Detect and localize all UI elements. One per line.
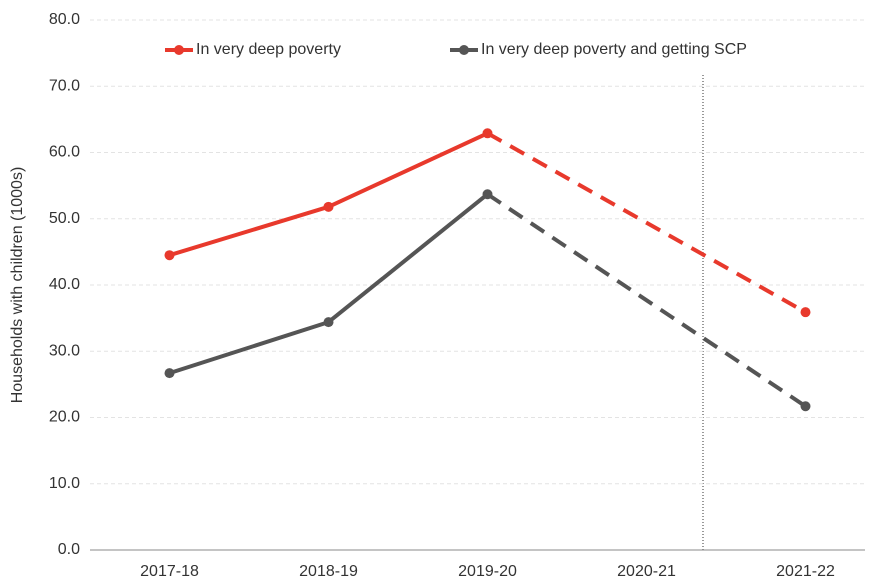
y-tick-label: 80.0 [49, 11, 80, 28]
dashed-line-segment [486, 192, 807, 408]
y-axis-label: Households with children (1000s) [9, 167, 26, 404]
y-tick-label: 50.0 [49, 210, 80, 227]
x-tick-label: 2020-21 [617, 563, 676, 580]
line-segment [168, 204, 330, 258]
legend-marker [174, 45, 184, 55]
x-tick-label: 2017-18 [140, 563, 199, 580]
y-tick-label: 10.0 [49, 475, 80, 492]
dashed-line-segment [486, 131, 807, 314]
y-tick-label: 70.0 [49, 77, 80, 94]
point [800, 307, 811, 318]
point [323, 201, 334, 212]
point [482, 189, 493, 200]
point [800, 401, 811, 412]
point [164, 368, 175, 379]
y-tick-label: 0.0 [58, 541, 80, 558]
y-tick-label: 20.0 [49, 409, 80, 426]
point [164, 250, 175, 261]
legend-label: In very deep poverty [196, 41, 341, 58]
y-tick-label: 40.0 [49, 276, 80, 293]
x-tick-label: 2021-22 [776, 563, 835, 580]
legend-label: In very deep poverty and getting SCP [481, 41, 747, 58]
y-tick-label: 30.0 [49, 342, 80, 359]
x-tick-label: 2018-19 [299, 563, 358, 580]
point [482, 128, 493, 139]
y-tick-label: 60.0 [49, 144, 80, 161]
line-segment [327, 192, 489, 324]
line-segment [168, 320, 330, 376]
point [323, 317, 334, 328]
legend-marker [459, 45, 469, 55]
x-tick-label: 2019-20 [458, 563, 517, 580]
line-segment [327, 131, 489, 209]
